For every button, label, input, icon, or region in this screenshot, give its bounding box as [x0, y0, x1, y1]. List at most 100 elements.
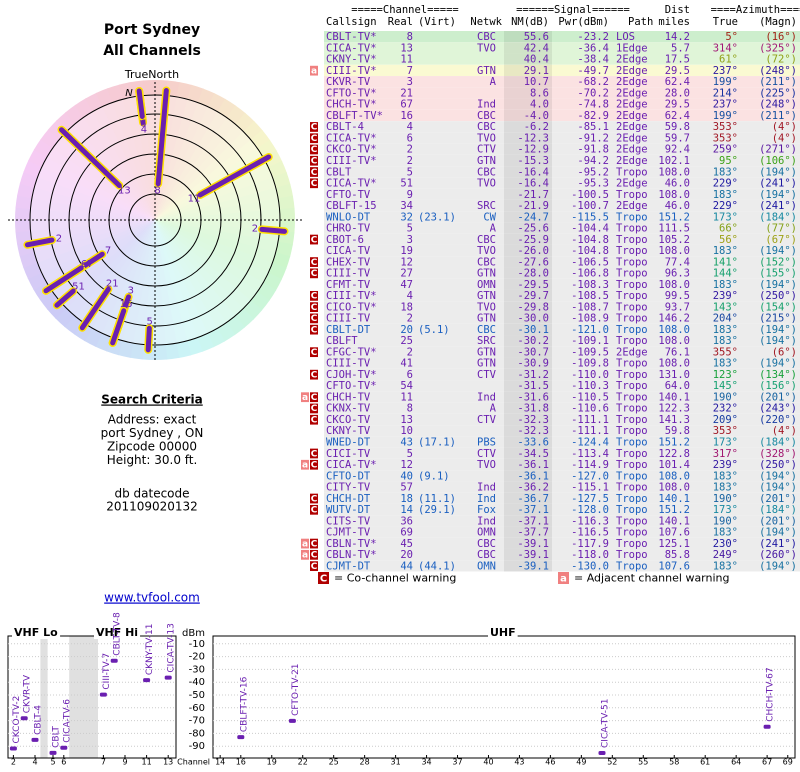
cell-netwk: CTV — [477, 369, 497, 381]
cell-magn: (243°) — [759, 403, 797, 415]
cell-magn: (194°) — [759, 189, 797, 201]
cell-true: 183° — [713, 279, 738, 291]
cell-path: Tropo — [616, 290, 648, 302]
cell-real: 9 — [407, 189, 413, 201]
cell-callsign: CFTO-DT — [326, 470, 371, 482]
cell-dist: 111.5 — [658, 223, 690, 235]
station-marker-label: CICA-TV-13 — [167, 623, 177, 672]
cell-true: 190° — [713, 391, 738, 403]
cell-magn: (250°) — [759, 290, 797, 302]
cell-true: 141° — [713, 256, 738, 268]
cell-path: Tropo — [616, 448, 648, 460]
band-label-bg — [488, 626, 518, 639]
cell-callsign: CJMT-DT — [326, 560, 371, 572]
cell-real: 10 — [400, 425, 413, 437]
cell-pwr: -106.8 — [571, 268, 609, 280]
co-channel-flag — [310, 144, 318, 155]
cell-nm: -12.3 — [517, 132, 549, 144]
column-header: Netwk — [470, 16, 502, 28]
cell-true: 353° — [713, 132, 738, 144]
cell-netwk: TVO — [477, 42, 496, 54]
nm-column-shade — [504, 481, 552, 493]
compass-wedge — [64, 220, 155, 335]
cell-callsign: CBLT-4 — [326, 121, 364, 133]
row-background — [324, 289, 800, 302]
y-tick-label: -50 — [189, 690, 205, 701]
nm-column-shade — [504, 31, 552, 43]
nm-column-shade — [504, 289, 552, 302]
cell-nm: 55.6 — [524, 31, 549, 43]
cell-magn: (194°) — [759, 245, 797, 257]
cell-pwr: -108.5 — [571, 290, 609, 302]
cell-nm: -16.4 — [517, 178, 549, 190]
cell-nm: -21.9 — [517, 200, 549, 212]
cell-pwr: -91.2 — [577, 132, 609, 144]
cell-pwr: -104.4 — [571, 223, 609, 235]
row-background — [324, 199, 800, 212]
y-tick-label: -10 — [189, 639, 205, 650]
cell-path: 2Edge — [616, 132, 648, 144]
cell-dist: 151.2 — [658, 504, 690, 516]
station-marker — [164, 675, 172, 680]
x-tick-label: 9 — [122, 758, 127, 767]
cell-netwk: CBC — [477, 166, 496, 178]
cell-real: 2 — [407, 346, 413, 358]
row-background — [324, 132, 800, 144]
cell-magn: (260°) — [759, 549, 797, 561]
cell-true: 66° — [719, 223, 738, 235]
cell-true: 61° — [719, 54, 738, 66]
compass-wedge — [153, 220, 168, 360]
cell-nm: -6.2 — [524, 121, 549, 133]
warning-symbol: C — [311, 449, 318, 459]
cell-magn: (194°) — [759, 324, 797, 336]
compass-wedge — [65, 104, 155, 220]
cell-pwr: -95.3 — [577, 178, 609, 190]
warning-symbol: C — [311, 551, 318, 561]
cell-nm: 10.7 — [524, 76, 549, 88]
cell-netwk: A — [490, 223, 497, 235]
cell-netwk: GTN — [477, 268, 496, 280]
cell-true: 199° — [713, 76, 738, 88]
cell-real: 25 — [400, 335, 413, 347]
co-channel-flag — [310, 448, 318, 459]
x-axis-label: Channel — [177, 758, 210, 767]
co-channel-flag — [310, 167, 318, 177]
station-marker-label: CFTO-TV-21 — [291, 663, 301, 715]
cell-path: Tropo — [616, 527, 648, 539]
cell-pwr: -110.6 — [571, 403, 609, 415]
co-channel-flag — [310, 403, 318, 414]
site-link[interactable]: www.tvfool.com — [104, 591, 200, 605]
cell-netwk: SRC — [477, 200, 496, 212]
cell-magn: (194°) — [759, 358, 797, 370]
co-channel-flag — [310, 538, 318, 549]
column-header: Real — [388, 16, 413, 28]
adjacent-flag — [301, 538, 309, 549]
cell-pwr: -106.5 — [571, 256, 609, 268]
north-marker: N — [125, 88, 133, 99]
cell-pwr: -68.2 — [577, 76, 609, 88]
cell-netwk: GTN — [477, 290, 496, 302]
station-label: 3 — [128, 285, 134, 296]
cell-real: 20 — [400, 324, 413, 336]
x-tick-label: 61 — [700, 758, 710, 767]
cell-callsign: CKNY-TV* — [326, 54, 377, 66]
cell-magn: (271°) — [759, 144, 797, 156]
adjacent-flag — [301, 459, 309, 470]
cell-nm: 40.4 — [524, 54, 549, 66]
cell-pwr: -110.0 — [571, 369, 609, 381]
cell-nm: -25.6 — [517, 223, 549, 235]
cell-pwr: -70.2 — [577, 87, 609, 99]
cell-nm: -12.9 — [517, 144, 549, 156]
cell-real: 14 — [400, 504, 413, 516]
cell-real: 32 — [400, 211, 413, 223]
cell-dist: 17.5 — [665, 54, 690, 66]
cell-pwr: -116.5 — [571, 527, 609, 539]
cell-pwr: -128.0 — [571, 504, 609, 516]
station-marker-label: CKCO-TV-2 — [12, 696, 22, 744]
station-label: 21 — [106, 278, 119, 289]
row-background — [324, 368, 800, 381]
nm-column-shade — [504, 335, 552, 347]
warning-symbol: C — [311, 404, 318, 414]
cell-dist: 102.1 — [658, 155, 690, 167]
station-label: 2 — [56, 234, 62, 245]
